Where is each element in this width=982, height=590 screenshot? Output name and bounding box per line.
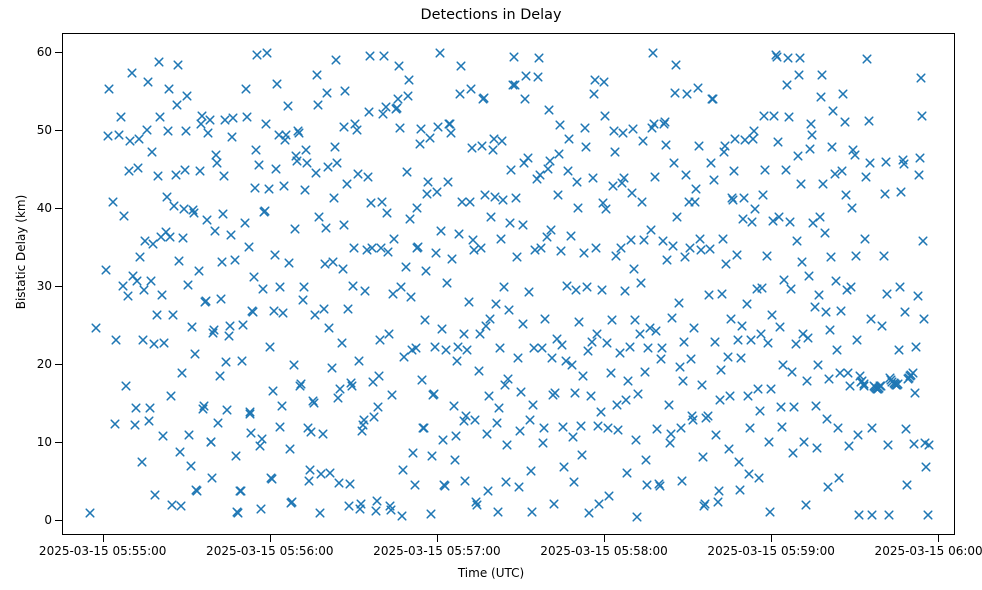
y-axis-tick-label: 60	[36, 45, 52, 60]
x-axis-tick-label: 2025-03-15 05:55:00	[38, 544, 167, 558]
x-axis-tick	[938, 535, 940, 542]
y-axis-tick	[55, 286, 62, 288]
y-axis-tick	[55, 130, 62, 132]
chart-title: Detections in Delay	[420, 7, 562, 23]
y-axis-label: Bistatic Delay (km)	[14, 194, 28, 310]
scatter-points-layer	[63, 34, 954, 534]
x-axis-tick	[269, 535, 271, 542]
y-axis-tick-label: 30	[36, 279, 52, 294]
x-axis-tick-label: 2025-03-15 05:57:00	[373, 544, 501, 558]
y-axis-tick-label: 10	[36, 435, 52, 450]
y-axis-tick	[55, 208, 62, 210]
x-axis-label: Time (UTC)	[457, 566, 525, 580]
x-axis-tick	[771, 535, 773, 542]
x-axis-tick-label: 2025-03-15 06:00:00	[874, 544, 982, 558]
y-axis-tick-label: 40	[36, 201, 52, 216]
x-axis-tick-label: 2025-03-15 05:56:00	[206, 544, 334, 558]
y-axis-tick-label: 20	[36, 357, 52, 372]
y-axis-tick-label: 50	[36, 123, 52, 138]
x-axis-tick	[436, 535, 438, 542]
x-axis-tick-label: 2025-03-15 05:58:00	[540, 544, 668, 558]
plot-area	[62, 33, 955, 535]
y-axis-tick	[55, 52, 62, 54]
x-axis-tick-label: 2025-03-15 05:59:00	[707, 544, 835, 558]
y-axis-tick-label: 0	[44, 513, 52, 528]
y-axis-tick	[55, 442, 62, 444]
y-axis-tick	[55, 520, 62, 522]
x-axis-tick	[604, 535, 606, 542]
x-axis-tick	[102, 535, 104, 542]
y-axis-tick	[55, 364, 62, 366]
